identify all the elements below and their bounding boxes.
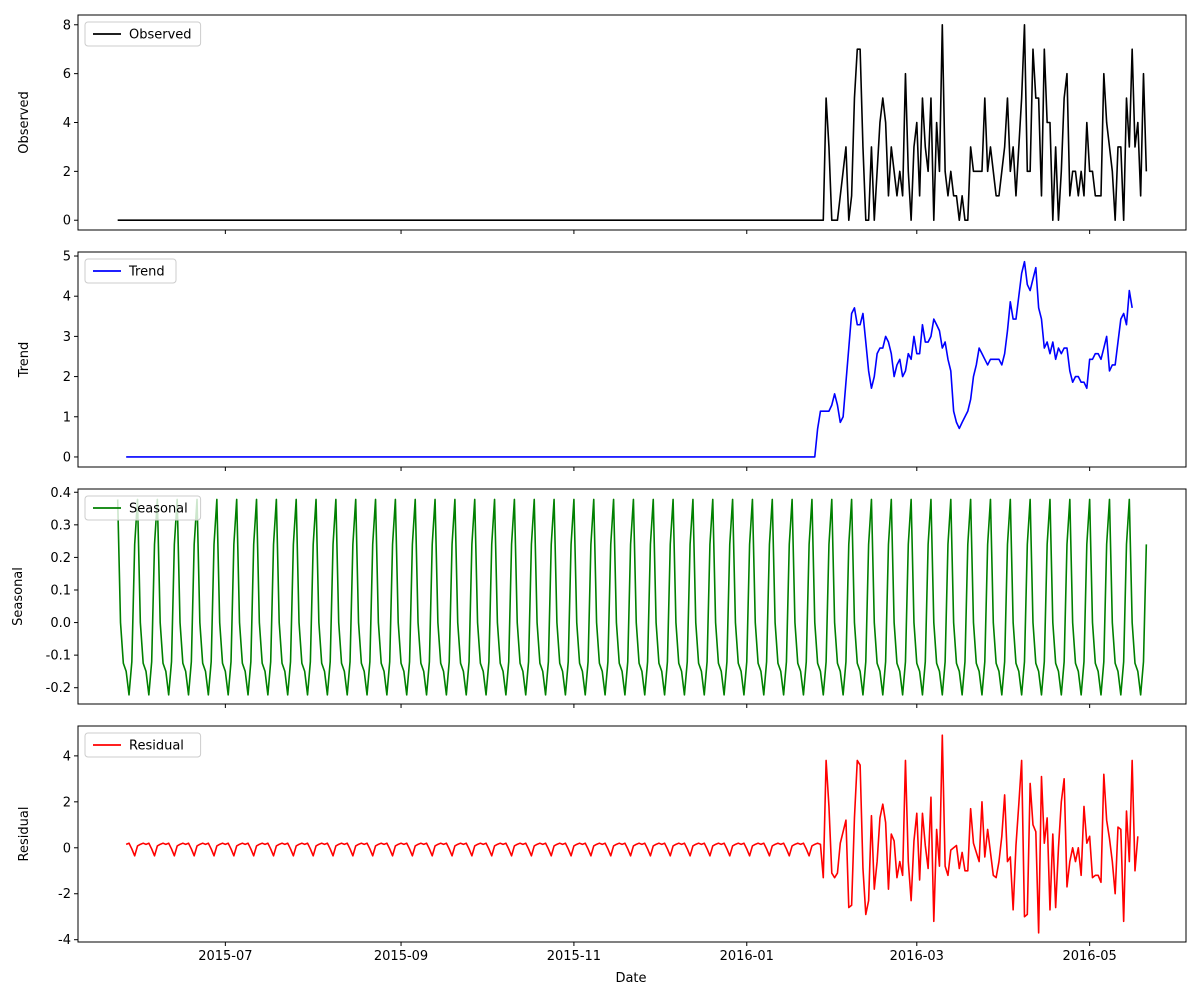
seasonal-y-tick-label: 0.0: [50, 616, 71, 631]
seasonal-legend-box: [84, 495, 202, 521]
residual-panel: -4 -2 0 2 4 2015-07 2015-09 2015-11 2016-01 2016-…: [17, 725, 1187, 964]
trend-plot-frame: [77, 251, 1187, 468]
trend-y-tick-label: 2: [63, 370, 71, 385]
trend-legend: Trend: [84, 258, 177, 284]
observed-legend-label: Observed: [129, 28, 192, 43]
x-tick-label: 2015-07: [198, 949, 252, 964]
observed-plot-frame: [77, 14, 1187, 231]
seasonal-legend-label: Seasonal: [129, 502, 188, 517]
trend-y-tick-label: 0: [63, 450, 71, 465]
observed-y-tick-label: 6: [63, 67, 71, 82]
observed-legend-box: [84, 21, 202, 47]
x-tick-label: 2015-09: [374, 949, 428, 964]
x-tick-label: 2016-01: [720, 949, 774, 964]
trend-y-tick-label: 5: [63, 250, 71, 265]
seasonal-y-tick-label: -0.1: [46, 649, 71, 664]
residual-legend-label: Residual: [129, 739, 184, 754]
trend-panel: 0 1 2 3 4 5 Trend Trend: [17, 250, 1187, 471]
trend-y-tick-label: 4: [63, 290, 71, 305]
residual-y-tick-label: 0: [63, 841, 71, 856]
trend-series-line: [126, 260, 1133, 458]
observed-series-line: [117, 23, 1148, 222]
residual-y-tick-label: -2: [58, 887, 71, 902]
trend-legend-label: Trend: [128, 265, 165, 280]
seasonal-y-tick-label: 0.3: [50, 518, 71, 533]
residual-legend-box: [84, 732, 202, 758]
x-tick-label: 2016-03: [890, 949, 944, 964]
x-axis-label: Date: [615, 971, 646, 986]
residual-y-tick-label: 2: [63, 795, 71, 810]
observed-y-tick-label: 4: [63, 116, 71, 131]
observed-legend: Observed: [84, 21, 202, 47]
observed-y-tick-label: 8: [63, 18, 71, 33]
seasonal-y-tick-label: 0.1: [50, 583, 71, 598]
seasonal-y-tick-label: 0.4: [50, 486, 71, 501]
seasonal-y-tick-label: -0.2: [46, 681, 71, 696]
trend-y-axis-label: Trend: [17, 342, 32, 379]
observed-panel: 0 2 4 6 8 Observed Observed: [17, 14, 1187, 234]
observed-y-axis-label: Observed: [17, 91, 32, 154]
residual-plot-frame: [77, 725, 1187, 943]
residual-series-line: [125, 734, 1139, 934]
seasonal-panel: -0.2 -0.1 0.0 0.1 0.2 0.3 0.4 Seasonal Seasonal: [11, 486, 1187, 708]
seasonal-series-line: [116, 498, 1148, 696]
residual-legend: Residual: [84, 732, 202, 758]
seasonal-plot-frame: [77, 488, 1187, 705]
seasonal-legend: Seasonal: [84, 495, 202, 521]
trend-y-tick-label: 3: [63, 330, 71, 345]
trend-legend-box: [84, 258, 177, 284]
seasonal-y-tick-label: 0.2: [50, 551, 71, 566]
seasonal-y-axis-label: Seasonal: [11, 567, 26, 626]
trend-y-tick-label: 1: [63, 410, 71, 425]
residual-y-tick-label: 4: [63, 749, 71, 764]
residual-y-tick-label: -4: [58, 933, 71, 948]
observed-y-tick-label: 2: [63, 165, 71, 180]
residual-y-axis-label: Residual: [17, 807, 32, 862]
observed-y-tick-label: 0: [63, 214, 71, 229]
x-tick-label: 2015-11: [547, 949, 601, 964]
x-tick-label: 2016-05: [1062, 949, 1116, 964]
